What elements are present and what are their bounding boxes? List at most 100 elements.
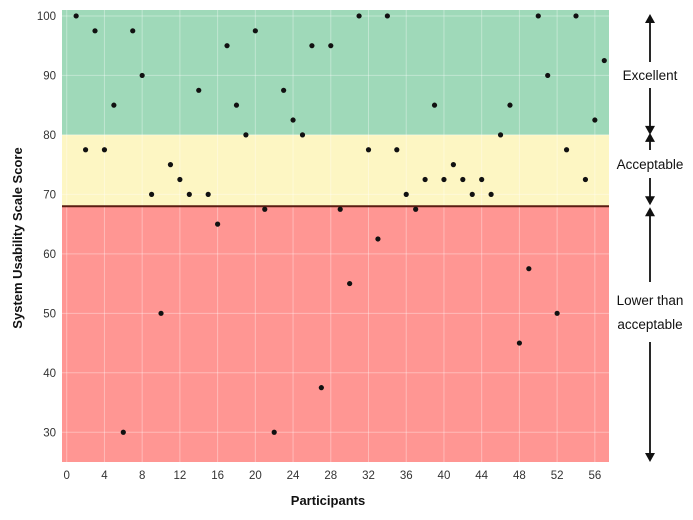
y-tick-label: 40 <box>43 368 56 380</box>
data-point <box>450 162 456 168</box>
data-point <box>101 147 108 153</box>
band-2 <box>62 206 609 462</box>
y-tick-label: 70 <box>43 189 56 201</box>
y-axis-ticks: 30 40 50 60 70 80 90 100 <box>37 11 56 439</box>
band-label-1: Acceptable <box>617 157 684 172</box>
data-point <box>290 117 296 123</box>
x-tick-label: 32 <box>362 470 375 482</box>
band-label-line: Excellent <box>623 68 678 83</box>
data-point <box>271 429 277 435</box>
score-bands <box>62 10 609 462</box>
x-axis-title: Participants <box>291 493 365 508</box>
y-tick-label: 80 <box>43 130 56 142</box>
data-point <box>394 147 400 153</box>
data-point <box>347 280 353 287</box>
data-point <box>601 57 607 64</box>
y-axis-title: System Usability Scale Score <box>10 147 25 328</box>
data-point <box>488 191 494 197</box>
data-point <box>205 191 211 197</box>
data-point <box>139 72 145 79</box>
acceptable-arrow-down-head <box>645 196 655 206</box>
lower-arrow-down-head <box>645 453 655 462</box>
data-point <box>167 162 174 168</box>
data-point <box>281 87 287 93</box>
acceptable-arrow-up-head <box>645 132 655 142</box>
data-point <box>215 221 221 227</box>
y-tick-label: 50 <box>43 308 56 320</box>
data-point <box>243 132 249 138</box>
band-0 <box>62 10 609 135</box>
data-point <box>507 102 513 108</box>
band-label-line: Acceptable <box>617 157 684 172</box>
data-point <box>111 102 117 108</box>
x-tick-label: 52 <box>551 470 564 482</box>
data-point <box>120 429 126 435</box>
x-tick-label: 44 <box>475 470 488 482</box>
data-points <box>73 13 607 435</box>
excellent-arrow-down-head <box>645 125 655 135</box>
data-point <box>497 132 504 138</box>
data-point <box>233 102 240 108</box>
data-point <box>545 72 551 79</box>
data-point <box>82 147 89 153</box>
data-point <box>441 176 447 183</box>
x-tick-label: 0 <box>64 470 70 482</box>
y-tick-label: 100 <box>37 11 56 23</box>
data-point <box>479 176 485 183</box>
band-label-line: Lower than <box>617 293 684 308</box>
data-point <box>224 43 230 49</box>
band-label-0: Excellent <box>623 68 678 83</box>
data-point <box>554 310 560 316</box>
data-point <box>262 206 268 212</box>
x-axis-ticks: 0 4 8 12 16 20 24 28 32 36 40 44 48 52 56 <box>64 470 602 482</box>
data-point <box>158 310 164 316</box>
data-point <box>365 147 372 153</box>
data-point <box>318 385 324 391</box>
data-point <box>130 28 136 34</box>
data-point <box>516 340 523 346</box>
lower-arrow-up-head <box>645 207 655 217</box>
data-point <box>582 176 589 183</box>
data-point <box>375 236 381 242</box>
x-tick-label: 40 <box>438 470 451 482</box>
x-tick-label: 12 <box>173 470 186 482</box>
data-point <box>535 13 541 19</box>
band-label-line: acceptable <box>617 317 682 332</box>
data-point <box>328 43 334 49</box>
data-point <box>73 13 79 19</box>
data-point <box>431 102 438 108</box>
data-point <box>177 176 183 183</box>
data-point <box>186 191 192 197</box>
band-annotations: Excellent Acceptable Lower than acceptable <box>617 14 684 462</box>
data-point <box>592 117 598 123</box>
data-point <box>299 132 306 138</box>
y-tick-label: 90 <box>43 70 56 82</box>
data-point <box>422 176 428 183</box>
data-point <box>252 28 258 34</box>
data-point <box>403 191 409 197</box>
data-point <box>460 176 466 183</box>
data-point <box>526 266 532 272</box>
data-point <box>573 13 579 19</box>
data-point <box>196 87 202 93</box>
data-point <box>563 147 570 153</box>
x-tick-label: 24 <box>287 470 300 482</box>
x-tick-label: 4 <box>101 470 108 482</box>
data-point <box>469 191 475 197</box>
data-point <box>413 206 419 212</box>
data-point <box>384 13 390 19</box>
band-label-2: Lower than acceptable <box>617 293 684 332</box>
x-tick-label: 56 <box>588 470 601 482</box>
data-point <box>148 191 155 197</box>
x-tick-label: 20 <box>249 470 262 482</box>
y-tick-label: 30 <box>43 427 56 439</box>
data-point <box>92 28 98 34</box>
band-1 <box>62 134 609 207</box>
data-point <box>309 43 315 49</box>
gridlines <box>62 10 609 462</box>
x-tick-label: 28 <box>324 470 337 482</box>
x-tick-label: 16 <box>211 470 224 482</box>
excellent-arrow-up-head <box>645 14 655 23</box>
x-tick-label: 48 <box>513 470 526 482</box>
